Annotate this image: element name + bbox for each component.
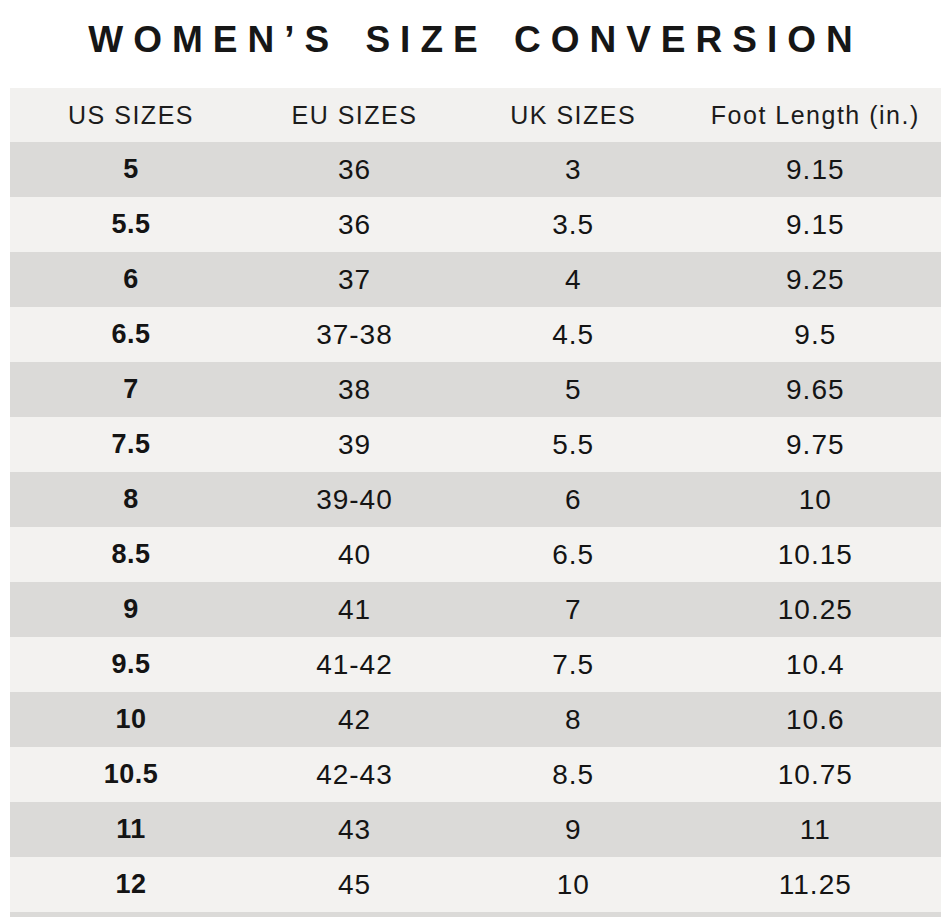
eu-size-cell: 38 — [252, 362, 457, 417]
eu-size-cell: 36 — [252, 142, 457, 197]
uk-size-cell: 10 — [457, 857, 690, 912]
foot-length-cell: 9.5 — [690, 307, 941, 362]
table-row: 10.542-438.510.75 — [10, 747, 941, 802]
foot-length-cell: 10.75 — [690, 747, 941, 802]
us-size-cell: 6 — [10, 252, 252, 307]
uk-size-cell: 5 — [457, 362, 690, 417]
uk-size-cell: 4 — [457, 252, 690, 307]
us-size-cell: 7 — [10, 362, 252, 417]
table-row: 53639.15 — [10, 142, 941, 197]
table-row: 6.537-384.59.5 — [10, 307, 941, 362]
column-header-eu-sizes: EU SIZES — [252, 88, 457, 142]
us-size-cell: 10.5 — [10, 747, 252, 802]
eu-size-cell: 36 — [252, 197, 457, 252]
us-size-cell: 5 — [10, 142, 252, 197]
foot-length-cell: 11 — [690, 802, 941, 857]
us-size-cell: 6.5 — [10, 307, 252, 362]
eu-size-cell: 41-42 — [252, 637, 457, 692]
foot-length-cell: 10 — [690, 472, 941, 527]
uk-size-cell: 3 — [457, 142, 690, 197]
column-header-us-sizes: US SIZES — [10, 88, 252, 142]
us-size-cell: 7.5 — [10, 417, 252, 472]
eu-size-cell: 39-40 — [252, 472, 457, 527]
foot-length-cell: 9.25 — [690, 252, 941, 307]
page-title: WOMEN’S SIZE CONVERSION — [10, 0, 941, 88]
eu-size-cell: 42-43 — [252, 747, 457, 802]
uk-size-cell: 7 — [457, 582, 690, 637]
uk-size-cell: 4.5 — [457, 307, 690, 362]
column-header-uk-sizes: UK SIZES — [457, 88, 690, 142]
uk-size-cell: 9 — [457, 802, 690, 857]
table-row: 63749.25 — [10, 252, 941, 307]
uk-size-cell: 3.5 — [457, 197, 690, 252]
eu-size-cell: 41 — [252, 582, 457, 637]
us-size-cell: 9 — [10, 582, 252, 637]
uk-size-cell: 6 — [457, 472, 690, 527]
uk-size-cell: 8 — [457, 692, 690, 747]
foot-length-cell: 10.15 — [690, 527, 941, 582]
table-row: 1042810.6 — [10, 692, 941, 747]
column-header-foot-length: Foot Length (in.) — [690, 88, 941, 142]
foot-length-cell: 9.65 — [690, 362, 941, 417]
foot-length-cell: 11.25 — [690, 857, 941, 912]
uk-size-cell: 5.5 — [457, 417, 690, 472]
foot-length-cell: 9.15 — [690, 142, 941, 197]
table-body: 53639.155.5363.59.1563749.256.537-384.59… — [10, 142, 941, 912]
table-row: 941710.25 — [10, 582, 941, 637]
eu-size-cell: 37 — [252, 252, 457, 307]
foot-length-cell: 10.25 — [690, 582, 941, 637]
foot-length-cell: 10.6 — [690, 692, 941, 747]
us-size-cell: 10 — [10, 692, 252, 747]
us-size-cell: 8 — [10, 472, 252, 527]
table-row: 1143911 — [10, 802, 941, 857]
table-row: 7.5395.59.75 — [10, 417, 941, 472]
uk-size-cell: 7.5 — [457, 637, 690, 692]
partial-next-row — [10, 912, 941, 917]
table-row: 12451011.25 — [10, 857, 941, 912]
uk-size-cell: 8.5 — [457, 747, 690, 802]
us-size-cell: 11 — [10, 802, 252, 857]
eu-size-cell: 37-38 — [252, 307, 457, 362]
foot-length-cell: 10.4 — [690, 637, 941, 692]
foot-length-cell: 9.75 — [690, 417, 941, 472]
table-row: 73859.65 — [10, 362, 941, 417]
table-row: 8.5406.510.15 — [10, 527, 941, 582]
foot-length-cell: 9.15 — [690, 197, 941, 252]
table-row: 9.541-427.510.4 — [10, 637, 941, 692]
table-row: 5.5363.59.15 — [10, 197, 941, 252]
eu-size-cell: 40 — [252, 527, 457, 582]
eu-size-cell: 43 — [252, 802, 457, 857]
eu-size-cell: 45 — [252, 857, 457, 912]
table-header-row: US SIZES EU SIZES UK SIZES Foot Length (… — [10, 88, 941, 142]
eu-size-cell: 42 — [252, 692, 457, 747]
uk-size-cell: 6.5 — [457, 527, 690, 582]
size-conversion-page: WOMEN’S SIZE CONVERSION US SIZES EU SIZE… — [0, 0, 951, 917]
size-conversion-table: US SIZES EU SIZES UK SIZES Foot Length (… — [10, 88, 941, 917]
eu-size-cell: 39 — [252, 417, 457, 472]
us-size-cell: 5.5 — [10, 197, 252, 252]
us-size-cell: 12 — [10, 857, 252, 912]
us-size-cell: 8.5 — [10, 527, 252, 582]
table-row: 839-40610 — [10, 472, 941, 527]
us-size-cell: 9.5 — [10, 637, 252, 692]
